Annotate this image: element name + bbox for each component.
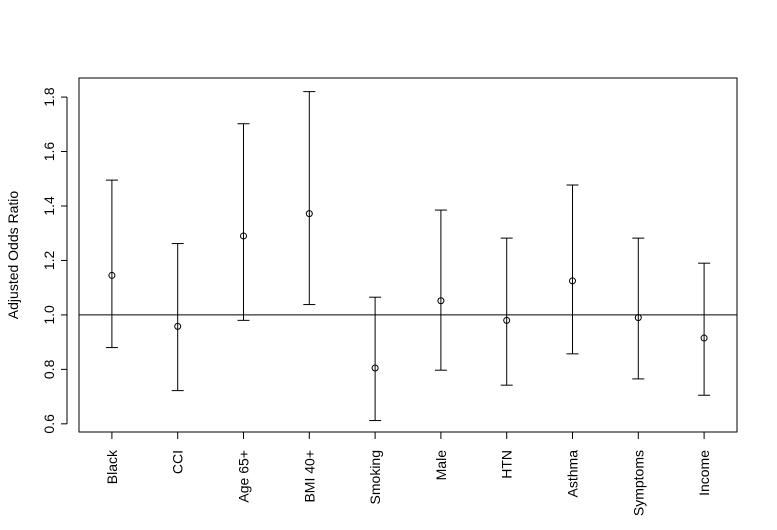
- ci-group: [105, 179, 118, 349]
- point-estimate: [108, 271, 116, 279]
- y-tick-label: 1.2: [41, 251, 57, 271]
- point-estimate: [371, 364, 379, 372]
- y-axis-label: Adjusted Odds Ratio: [5, 191, 21, 320]
- ci-group: [500, 237, 513, 386]
- x-tick-label: BMI 40+: [301, 450, 317, 503]
- x-tick-label: Male: [433, 450, 449, 481]
- x-tick-label: Black: [104, 449, 120, 484]
- x-tick-label: Income: [696, 450, 712, 496]
- x-tick-label: Age 65+: [236, 450, 252, 503]
- data-marks: [105, 91, 711, 422]
- point-estimate: [437, 297, 445, 305]
- y-tick-label: 1.8: [41, 87, 57, 107]
- ci-group: [434, 209, 447, 371]
- point-estimate: [634, 314, 642, 322]
- x-tick-label: Symptoms: [630, 450, 646, 516]
- point-estimate: [569, 277, 576, 285]
- y-tick-label: 0.6: [41, 414, 57, 434]
- ci-group: [369, 296, 382, 422]
- point-estimate: [240, 232, 247, 240]
- x-axis: Black CCI Age 65+ BMI 40+ Smoking Male HTN Asth…: [104, 431, 712, 516]
- x-tick-label: Asthma: [565, 450, 581, 498]
- ci-group: [566, 184, 579, 355]
- y-tick-label: 0.8: [41, 359, 57, 379]
- y-tick-label: 1.6: [41, 142, 57, 162]
- ci-group: [303, 91, 316, 306]
- ci-group: [237, 123, 250, 321]
- y-axis: 0.6 0.8 1.0 1.2 1.4 1.6 1.8: [41, 87, 68, 434]
- point-estimate: [174, 322, 182, 330]
- x-tick-label: HTN: [499, 450, 515, 479]
- ci-group: [632, 237, 645, 380]
- y-tick-label: 1.4: [41, 196, 57, 216]
- y-tick-label: 1.0: [41, 305, 57, 325]
- point-estimate: [305, 210, 313, 218]
- x-tick-label: CCI: [170, 450, 186, 474]
- ci-group: [171, 243, 184, 392]
- point-estimate: [700, 334, 708, 342]
- ci-group: [698, 262, 711, 396]
- x-tick-label: Smoking: [367, 450, 383, 504]
- point-estimate: [503, 316, 511, 324]
